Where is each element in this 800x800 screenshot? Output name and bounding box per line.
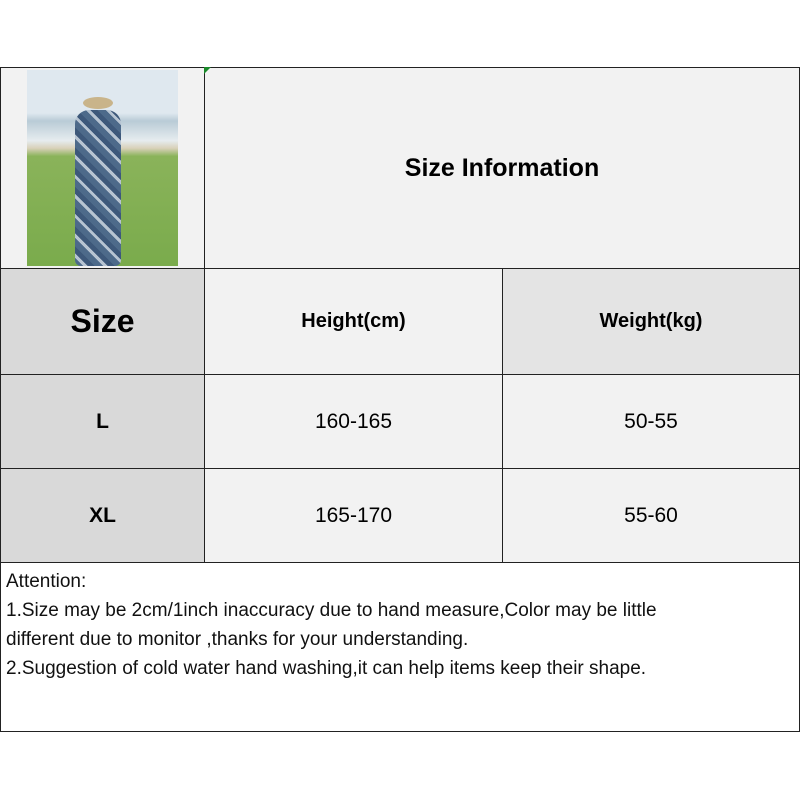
- cell-comment-marker: [204, 67, 211, 74]
- table-row-size: XL: [0, 468, 205, 563]
- note-line: different due to monitor ,thanks for you…: [6, 629, 469, 650]
- table-row-weight: 55-60: [502, 468, 800, 563]
- notes-heading: Attention:: [6, 571, 87, 592]
- header-size: Size: [0, 268, 205, 375]
- table-row-size: L: [0, 374, 205, 469]
- header-weight: Weight(kg): [502, 268, 800, 375]
- product-photo: [27, 70, 178, 266]
- table-row-height: 160-165: [204, 374, 503, 469]
- note-line: 1.Size may be 2cm/1inch inaccuracy due t…: [6, 600, 657, 621]
- title-cell: Size Information: [204, 67, 800, 269]
- table-row-height: 165-170: [204, 468, 503, 563]
- table-row-weight: 50-55: [502, 374, 800, 469]
- note-line: 2.Suggestion of cold water hand washing,…: [6, 658, 647, 679]
- attention-notes: Attention: 1.Size may be 2cm/1inch inacc…: [0, 562, 800, 732]
- header-height: Height(cm): [204, 268, 503, 375]
- page-title: Size Information: [404, 153, 600, 182]
